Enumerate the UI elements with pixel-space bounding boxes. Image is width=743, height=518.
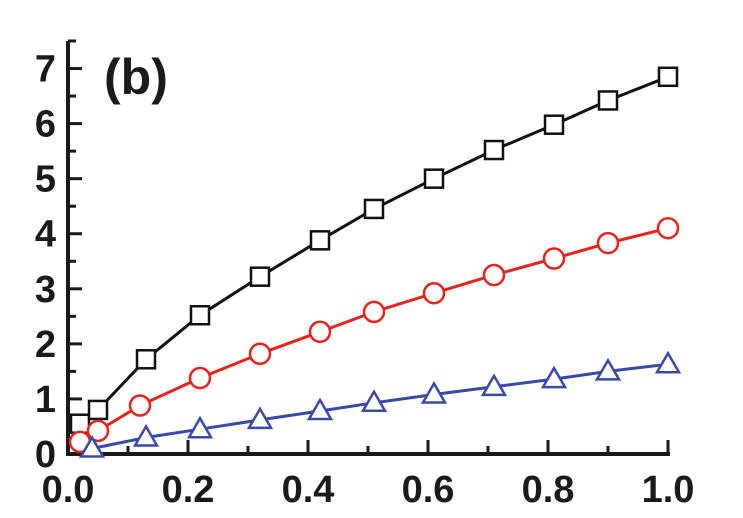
data-point-square <box>363 198 385 220</box>
data-point-circle <box>308 320 332 344</box>
data-point-triangle <box>306 397 334 421</box>
series-circle <box>68 216 680 454</box>
y-tick-label: 7 <box>35 49 56 91</box>
data-point-square <box>249 266 271 287</box>
data-point-square <box>543 114 565 135</box>
data-point-square <box>135 349 157 370</box>
y-tick-label: 1 <box>35 379 56 421</box>
tick-labels: 0 1 2 3 4 5 6 7 0.0 0.2 0.4 0.6 0.8 1.0 <box>35 49 695 511</box>
data-point-triangle <box>246 406 274 430</box>
data-point-square <box>483 139 505 161</box>
data-point-circle <box>248 342 272 366</box>
data-point-triangle <box>360 389 388 413</box>
data-point-circle <box>482 263 506 287</box>
y-tick-label: 5 <box>35 159 56 201</box>
series-group <box>68 66 682 458</box>
data-point-circle <box>362 300 386 324</box>
data-point-square <box>423 168 445 189</box>
data-point-square <box>69 413 91 434</box>
y-tick-label: 2 <box>35 324 56 366</box>
data-point-circle <box>86 419 110 443</box>
data-point-circle <box>128 394 152 417</box>
x-tick-label: 0.4 <box>282 469 335 511</box>
x-tick-label: 0.6 <box>402 469 455 511</box>
data-point-triangle <box>480 373 508 397</box>
data-point-circle <box>542 247 566 270</box>
y-tick-label: 4 <box>35 214 56 256</box>
x-tick-label: 0.8 <box>522 469 575 511</box>
axes <box>66 39 670 456</box>
y-tick-label: 6 <box>35 104 56 146</box>
data-point-triangle <box>132 423 160 447</box>
data-point-square <box>657 66 679 88</box>
y-tick-label: 3 <box>35 269 56 311</box>
data-point-square <box>189 304 211 326</box>
data-point-square <box>87 399 109 421</box>
data-point-circle <box>188 366 212 390</box>
x-tick-label: 0.2 <box>162 469 215 511</box>
x-tick-label: 1.0 <box>642 469 695 511</box>
series-triangle <box>78 350 682 458</box>
data-point-square <box>597 90 619 111</box>
data-point-triangle <box>78 434 106 458</box>
y-tick-label: 0 <box>35 434 56 476</box>
panel-label: (b) <box>104 49 168 105</box>
data-point-triangle <box>654 350 682 374</box>
data-point-circle <box>656 216 680 240</box>
data-point-triangle <box>420 381 448 404</box>
data-point-square <box>309 230 331 251</box>
x-tick-label: 0.0 <box>42 469 95 511</box>
data-point-triangle <box>186 415 214 439</box>
data-point-triangle <box>594 357 622 381</box>
data-point-circle <box>422 281 446 305</box>
data-point-circle <box>596 231 620 255</box>
series-square <box>69 66 679 434</box>
data-point-triangle <box>540 365 568 389</box>
